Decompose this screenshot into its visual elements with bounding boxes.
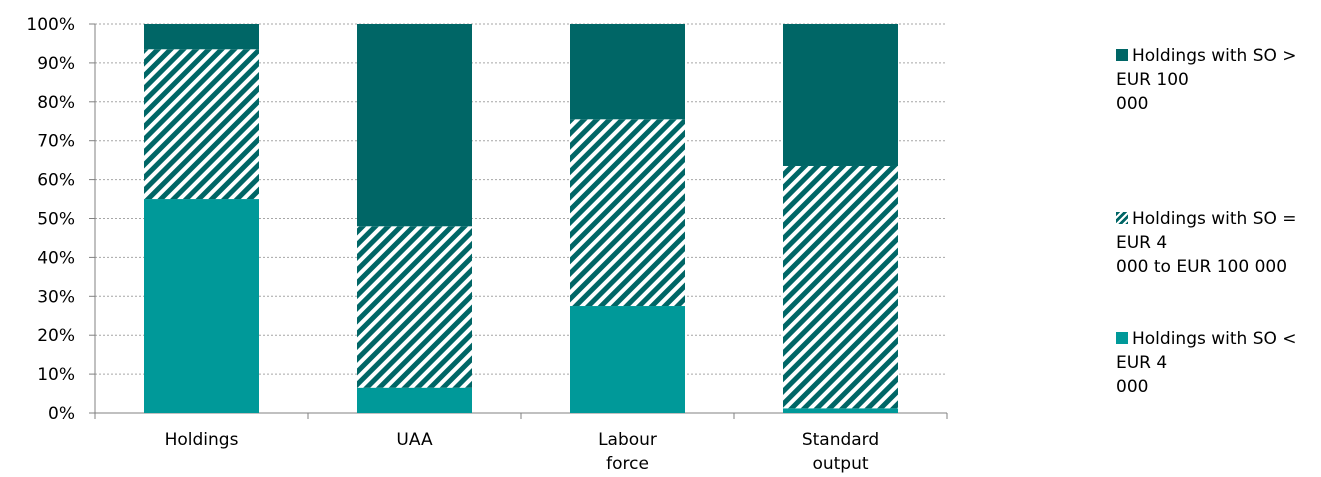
bars [144, 24, 898, 413]
y-tick-labels: 0% 10% 20% 30% 40% 50% 60% 70% 80% 90% 100% [26, 15, 75, 424]
bar-segment-series-1-holdings [144, 49, 259, 200]
y-tick-label: 100% [26, 15, 75, 35]
x-category-label: Labour force [598, 430, 657, 474]
x-category-label: UAA [396, 430, 433, 450]
y-tick-label: 80% [37, 93, 75, 113]
y-tick-label: 10% [37, 365, 75, 385]
legend-label: Holdings with SO < EUR 4 [1116, 329, 1297, 373]
bar-segment-series-2-uaa [357, 24, 472, 227]
legend-label: 000 to EUR 100 000 [1116, 257, 1288, 277]
x-category-label: Holdings [165, 430, 239, 450]
bar-segment-series-2-holdings [144, 24, 259, 50]
x-category-label: Standard output [802, 430, 879, 474]
bar-segment-series-2-standard-output [783, 24, 898, 166]
bar-segment-series-2-labour-force [570, 24, 685, 120]
y-tick-label: 40% [37, 248, 75, 268]
y-tick-label: 0% [48, 404, 75, 424]
legend-label: 000 [1116, 377, 1149, 397]
legend-swatch [1116, 332, 1128, 344]
legend-item: Holdings with SO = EUR 4 000 to EUR 100 0… [1116, 207, 1316, 279]
y-tick-label: 70% [37, 132, 75, 152]
y-tick-label: 50% [37, 210, 75, 230]
bar-segment-series-0-labour-force [570, 306, 685, 413]
legend-swatch [1116, 212, 1128, 224]
legend-item: Holdings with SO < EUR 4 000 [1116, 327, 1316, 399]
legend-label: Holdings with SO = EUR 4 [1116, 209, 1297, 253]
bar-segment-series-1-standard-output [783, 165, 898, 409]
y-tick-label: 30% [37, 287, 75, 307]
bar-segment-series-0-standard-output [783, 408, 898, 413]
bar-segment-series-0-uaa [357, 387, 472, 413]
legend-label: Holdings with SO > EUR 100 [1116, 46, 1297, 90]
bar-segment-series-1-uaa [357, 226, 472, 388]
legend-item: Holdings with SO > EUR 100 000 [1116, 44, 1316, 116]
bar-segment-series-1-labour-force [570, 119, 685, 307]
y-tick-label: 60% [37, 171, 75, 191]
y-tick-label: 90% [37, 54, 75, 74]
bar-segment-series-0-holdings [144, 199, 259, 413]
legend-swatch [1116, 49, 1128, 61]
y-tick-label: 20% [37, 326, 75, 346]
x-category-labels: Holdings UAA Labour force Standard output [165, 430, 880, 474]
legend-label: 000 [1116, 94, 1149, 114]
